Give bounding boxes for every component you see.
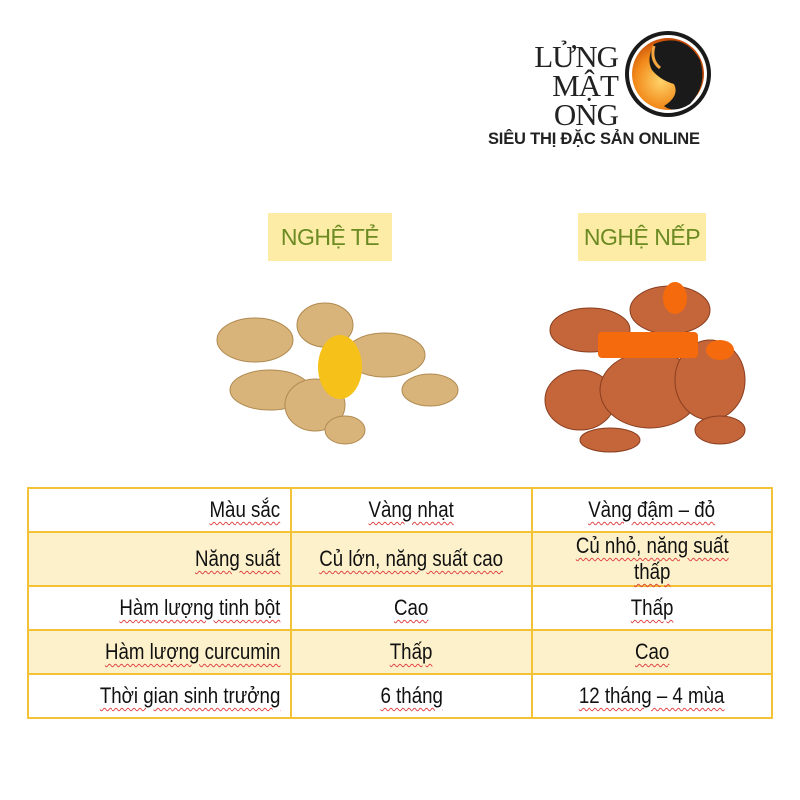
nghe-te-value: 6 tháng: [380, 683, 443, 708]
nghe-nep-value: Vàng đậm – đỏ: [588, 497, 716, 522]
label-nghe-nep: NGHỆ NẾP: [578, 213, 706, 261]
nghe-nep-value: Củ nhỏ, năng suất thấp: [575, 533, 729, 584]
nghe-te-image: [216, 302, 459, 445]
row-label: Hàm lượng curcumin: [104, 639, 281, 664]
label-nghe-te: NGHỆ TẺ: [268, 213, 392, 261]
table-row: Thời gian sinh trưởng 6 tháng 12 tháng – 4…: [26, 673, 774, 719]
tagline: SIÊU THỊ ĐẶC SẢN ONLINE: [488, 130, 700, 148]
nghe-nep-value: Cao: [634, 639, 669, 664]
brand-line-2: MẬT ONG: [552, 68, 619, 132]
nghe-te-value: Củ lớn, năng suất cao: [319, 546, 504, 571]
comparison-table: Màu sắc Vàng nhạt Vàng đậm – đỏ Năng suất C…: [26, 487, 774, 719]
brand-line-1: LỬNG: [534, 39, 619, 74]
nghe-nep-value: Thấp: [630, 595, 674, 620]
honey-badger-logo-icon: [625, 31, 711, 117]
table-row: Hàm lượng tinh bột Cao Thấp: [26, 585, 774, 631]
table-row: Màu sắc Vàng nhạt Vàng đậm – đỏ: [26, 487, 774, 533]
row-label: Hàm lượng tinh bột: [119, 595, 281, 620]
row-label: Màu sắc: [209, 497, 281, 522]
table-row: Năng suất Củ lớn, năng suất cao Củ nhỏ, nă…: [26, 531, 774, 587]
nghe-te-value: Cao: [394, 595, 429, 620]
row-label: Năng suất: [194, 546, 281, 571]
row-label: Thời gian sinh trưởng: [99, 683, 281, 708]
nghe-te-value: Thấp: [389, 639, 433, 664]
nghe-te-value: Vàng nhạt: [368, 497, 454, 522]
table-row: Hàm lượng curcumin Thấp Cao: [26, 629, 774, 675]
nghe-nep-value: 12 tháng – 4 mùa: [578, 683, 725, 708]
nghe-nep-image: [544, 282, 746, 453]
brand-name: LỬNG MẬT ONG: [486, 39, 619, 132]
